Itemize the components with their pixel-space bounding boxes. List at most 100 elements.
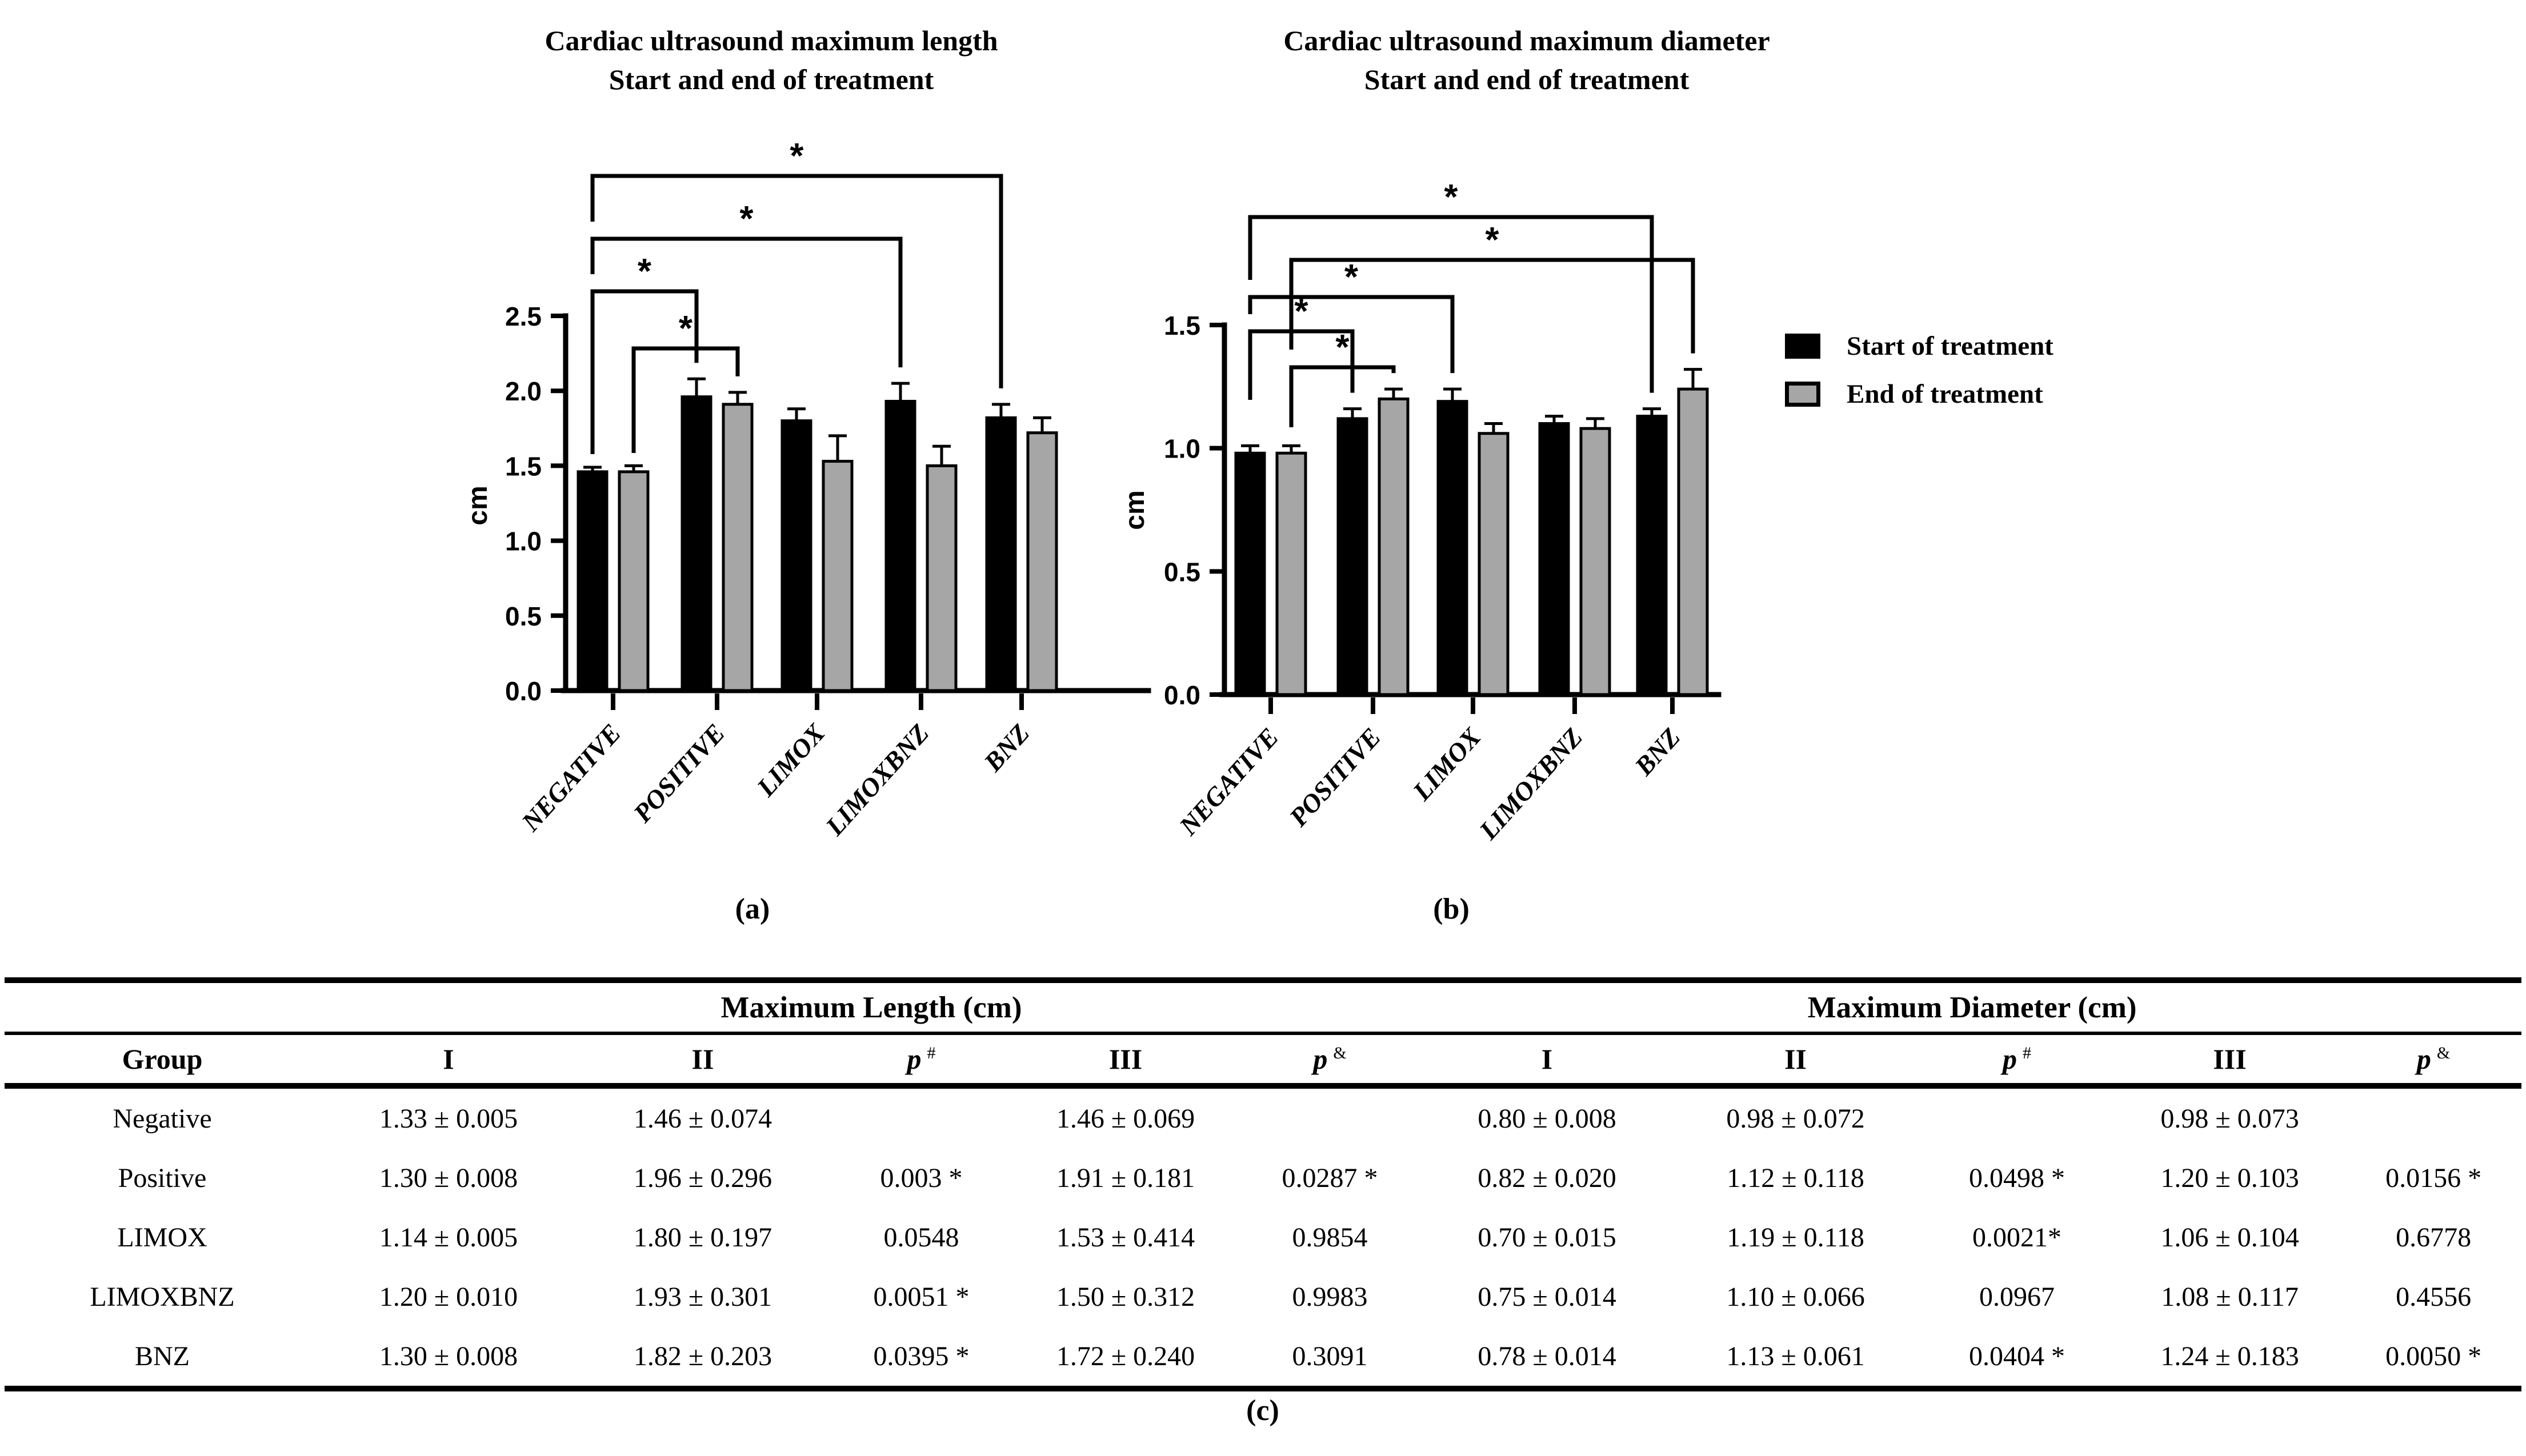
value-cell: 1.30 ± 0.008 (379, 1341, 518, 1371)
value-cell: 1.96 ± 0.296 (633, 1162, 772, 1193)
y-tick-label: 1.5 (505, 451, 542, 481)
value-cell: 0.0404 * (1969, 1341, 2065, 1371)
hash-superscript: # (927, 1044, 936, 1063)
value-cell: 0.0051 * (873, 1281, 970, 1312)
col-header-iii: III (1014, 1033, 1237, 1089)
p-symbol: p (2003, 1043, 2017, 1075)
significance-star: * (638, 252, 652, 291)
statistics-table: Maximum Length (cm) Maximum Diameter (cm… (5, 977, 2522, 1391)
panel-a-caption: (a) (735, 893, 770, 925)
value-cell: 0.0021* (1972, 1222, 2062, 1253)
significance-bracket (590, 289, 699, 454)
col-header-i: I (320, 1033, 577, 1089)
max-diameter-section-header: Maximum Diameter (cm) (1423, 980, 2522, 1035)
bar (985, 416, 1017, 692)
table-row: BNZ 1.30 ± 0.008 1.82 ± 0.203 0.0395 * 1.72 … (5, 1326, 2521, 1389)
significance-star: * (1344, 258, 1359, 297)
bar (1275, 451, 1307, 696)
group-cell: Positive (118, 1162, 207, 1193)
chart-title: Cardiac ultrasound maximum diameter (1283, 25, 1770, 57)
value-cell: 0.3091 (1292, 1341, 1368, 1371)
value-cell: 0.4556 (2396, 1281, 2472, 1312)
value-cell: 0.70 ± 0.015 (1478, 1222, 1616, 1253)
bar (680, 395, 712, 692)
value-cell: 1.13 ± 0.061 (1726, 1341, 1865, 1371)
panel-b-caption: (b) (1433, 893, 1470, 925)
category-label: BNZ (978, 719, 1035, 777)
chart-subtitle: Start and end of treatment (609, 63, 934, 95)
value-cell: 0.0156 * (2385, 1162, 2482, 1193)
col-header-iii: III (2114, 1033, 2346, 1089)
value-cell: 1.30 ± 0.008 (379, 1162, 518, 1193)
significance-star: * (1294, 292, 1308, 331)
y-tick-label: 0.0 (1164, 680, 1200, 710)
value-cell: 0.0287 * (1282, 1162, 1378, 1193)
value-cell: 1.10 ± 0.066 (1726, 1281, 1865, 1312)
col-header-p-amp: p & (2345, 1033, 2522, 1089)
value-cell (828, 1086, 1014, 1148)
significance-star: * (1335, 328, 1350, 367)
table-row: LIMOX 1.14 ± 0.005 1.80 ± 0.197 0.0548 1.53 … (5, 1208, 2521, 1267)
significance-bracket (590, 236, 903, 368)
category-label: NEGATIVE (515, 719, 626, 837)
y-axis-title: cm (463, 486, 493, 525)
col-header-p-amp: p & (1237, 1033, 1423, 1089)
start-of-treatment-swatch-icon (1785, 334, 1820, 359)
bar (780, 419, 812, 692)
category-label: POSITIVE (627, 719, 731, 829)
significance-bracket (1289, 258, 1695, 354)
max-length-section-header: Maximum Length (cm) (320, 980, 1423, 1035)
col-header-ii: II (577, 1033, 828, 1089)
group-column-header: Group (5, 1033, 320, 1089)
y-axis-title: cm (1120, 490, 1150, 530)
value-cell: 1.20 ± 0.010 (379, 1281, 518, 1312)
value-cell: 1.06 ± 0.104 (2160, 1222, 2299, 1253)
significance-star: * (1444, 178, 1458, 217)
bar (884, 400, 916, 692)
y-tick-label: 0.5 (505, 601, 542, 631)
significance-bracket (590, 174, 1003, 388)
bar (1026, 431, 1058, 692)
value-cell: 1.12 ± 0.118 (1727, 1162, 1864, 1193)
bar (1336, 417, 1368, 696)
significance-bracket (1248, 329, 1355, 400)
chart-legend: Start of treatment End of treatment (1785, 331, 2053, 429)
col-header-i: I (1423, 1033, 1672, 1089)
value-cell: 1.91 ± 0.181 (1056, 1162, 1195, 1193)
significance-star: * (790, 137, 804, 176)
bar (618, 470, 650, 692)
bar (1234, 451, 1266, 696)
value-cell: 0.98 ± 0.073 (2160, 1103, 2299, 1134)
p-symbol: p (1313, 1043, 1328, 1075)
value-cell (1237, 1086, 1423, 1148)
table-row: Positive 1.30 ± 0.008 1.96 ± 0.296 0.003 * 1… (5, 1148, 2521, 1208)
y-tick-label: 0.5 (1164, 557, 1200, 587)
significance-star: * (1485, 220, 1499, 260)
legend-label: End of treatment (1847, 379, 2043, 409)
value-cell: 1.14 ± 0.005 (379, 1222, 518, 1253)
col-header-p-hash: p # (828, 1033, 1014, 1089)
value-cell: 0.0050 * (2385, 1341, 2482, 1371)
bar (1378, 397, 1410, 696)
y-tick-label: 0.0 (505, 676, 542, 706)
y-tick-label: 1.0 (505, 527, 542, 556)
category-label: BNZ (1628, 723, 1686, 781)
bar (1636, 415, 1668, 696)
value-cell: 1.72 ± 0.240 (1056, 1341, 1195, 1371)
bar (1677, 387, 1709, 696)
value-cell: 1.33 ± 0.005 (379, 1103, 518, 1134)
hash-superscript: # (2023, 1044, 2032, 1063)
category-label: LIMOX (751, 718, 831, 803)
panel-c-caption: (c) (1246, 1394, 1279, 1427)
value-cell: 0.9854 (1292, 1222, 1368, 1253)
category-label: POSITIVE (1283, 723, 1387, 833)
bar (1436, 400, 1468, 696)
legend-item-start: Start of treatment (1785, 331, 2053, 361)
group-cell: Negative (113, 1103, 212, 1134)
value-cell: 1.50 ± 0.312 (1056, 1281, 1195, 1312)
value-cell: 0.98 ± 0.072 (1726, 1103, 1865, 1134)
chart-subtitle: Start and end of treatment (1364, 63, 1690, 95)
bar (722, 403, 754, 692)
col-header-ii: II (1671, 1033, 1920, 1089)
